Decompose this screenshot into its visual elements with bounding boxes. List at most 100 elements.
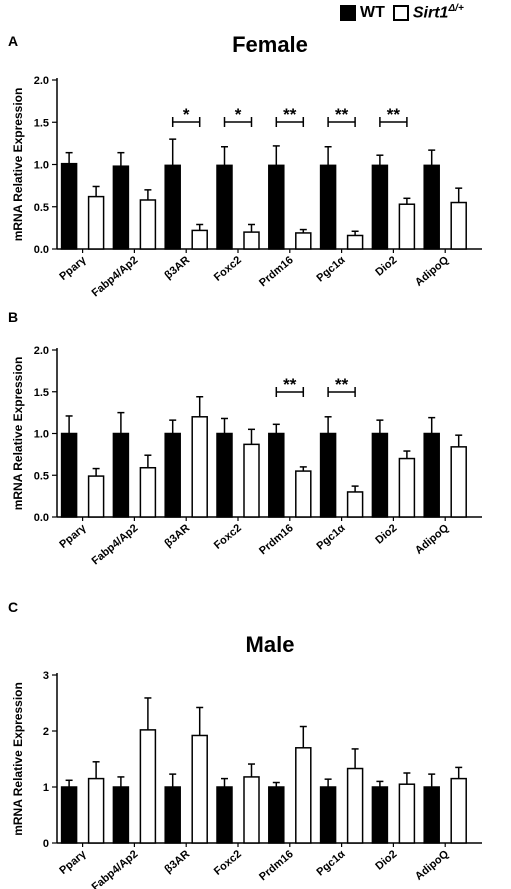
y-tick-label: 2 bbox=[43, 726, 49, 738]
bar-wt bbox=[112, 786, 130, 844]
x-tick-label: Fabp4/Ap2 bbox=[90, 254, 141, 299]
bar-mut bbox=[346, 234, 364, 250]
legend-mut-sup: Δ/+ bbox=[448, 3, 464, 14]
y-tick-label: 1.5 bbox=[34, 387, 49, 399]
legend-mut-swatch bbox=[392, 4, 409, 21]
bar-wt bbox=[319, 786, 337, 844]
bar-mut bbox=[87, 475, 105, 518]
bar-mut bbox=[295, 470, 312, 518]
panel-label: B bbox=[8, 309, 18, 325]
x-tick-label: β3AR bbox=[162, 254, 192, 282]
y-tick-label: 0.5 bbox=[34, 202, 49, 214]
bar-wt bbox=[164, 786, 181, 844]
x-tick-label: Dio2 bbox=[373, 848, 399, 873]
legend-mut-name: Sirt1 bbox=[412, 4, 449, 22]
bar-wt bbox=[60, 162, 78, 250]
bar-wt bbox=[268, 786, 285, 844]
x-tick-label: Pparγ bbox=[57, 254, 89, 283]
significance-label: ** bbox=[283, 375, 297, 394]
bar-mut bbox=[295, 232, 312, 250]
y-tick-label: 0.0 bbox=[34, 512, 49, 524]
y-tick-label: 0.0 bbox=[34, 244, 49, 256]
bar-wt bbox=[268, 432, 285, 518]
x-tick-label: Fabp4/Ap2 bbox=[90, 522, 141, 567]
bar-wt bbox=[216, 432, 233, 518]
legend-wt-swatch bbox=[340, 4, 356, 21]
bar-mut bbox=[398, 783, 416, 844]
bar-wt bbox=[216, 164, 233, 250]
bar-mut bbox=[139, 199, 157, 250]
significance-label: ** bbox=[387, 105, 401, 124]
x-tick-label: Dio2 bbox=[373, 522, 399, 547]
y-axis-label: mRNA Relative Expression bbox=[11, 88, 25, 242]
bar-wt bbox=[216, 786, 233, 844]
x-tick-label: Prdm16 bbox=[257, 522, 296, 557]
bar-mut bbox=[243, 776, 260, 844]
panel-A: A Female mRNA Relative Expression 0.0 0.5 1.0… bbox=[8, 32, 482, 299]
significance-label: ** bbox=[283, 105, 297, 124]
x-tick-label: Foxc2 bbox=[212, 254, 244, 284]
legend-mut-label: Sirt1Δ/+ bbox=[413, 3, 464, 22]
panel-C: C Male mRNA Relative Expression 0 1 2 3 Pparγ Fa… bbox=[8, 599, 482, 889]
x-tick-label: AdipoQ bbox=[413, 254, 451, 289]
x-tick-label: Fabp4/Ap2 bbox=[90, 848, 141, 889]
bar-wt bbox=[319, 432, 337, 518]
bar-mut bbox=[450, 777, 467, 844]
x-tick-label: Prdm16 bbox=[257, 254, 296, 289]
bar-wt bbox=[112, 165, 130, 250]
bar-wt bbox=[268, 164, 285, 250]
y-axis-label: mRNA Relative Expression bbox=[11, 357, 25, 511]
y-tick-label: 2.0 bbox=[34, 345, 49, 357]
chart-title: Male bbox=[246, 632, 295, 657]
bar-mut bbox=[139, 729, 157, 844]
bar-wt bbox=[60, 786, 78, 844]
bar-wt bbox=[319, 164, 337, 250]
bar-wt bbox=[371, 164, 389, 250]
bar-mut bbox=[243, 443, 260, 518]
legend-wt-label: WT bbox=[360, 3, 385, 21]
bar-mut bbox=[139, 466, 157, 518]
bar-mut bbox=[450, 446, 467, 518]
x-tick-label: β3AR bbox=[162, 522, 192, 550]
y-tick-label: 2.0 bbox=[34, 75, 49, 87]
x-tick-label: Pgc1α bbox=[314, 522, 347, 553]
y-axis-label: mRNA Relative Expression bbox=[11, 682, 25, 836]
x-tick-label: β3AR bbox=[162, 848, 192, 876]
y-tick-label: 1.5 bbox=[34, 117, 49, 129]
x-tick-label: Pparγ bbox=[57, 522, 89, 551]
x-tick-label: Pgc1α bbox=[314, 254, 347, 285]
bar-wt bbox=[60, 432, 78, 518]
bar-mut bbox=[450, 201, 467, 250]
bar-mut bbox=[295, 747, 312, 844]
x-tick-label: AdipoQ bbox=[413, 522, 451, 557]
y-tick-label: 0 bbox=[43, 838, 49, 850]
bar-wt bbox=[371, 786, 389, 844]
y-tick-label: 0.5 bbox=[34, 470, 49, 482]
bar-mut bbox=[87, 195, 105, 250]
bar-wt bbox=[423, 786, 440, 844]
bar-mut bbox=[346, 767, 364, 844]
bar-mut bbox=[243, 231, 260, 250]
chart-title: Female bbox=[232, 32, 308, 57]
bar-wt bbox=[164, 164, 181, 250]
significance-label: * bbox=[183, 105, 190, 124]
bar-wt bbox=[112, 432, 130, 518]
bar-mut bbox=[191, 416, 208, 518]
y-tick-label: 3 bbox=[43, 670, 49, 682]
x-tick-label: Foxc2 bbox=[212, 522, 244, 552]
bar-mut bbox=[191, 229, 208, 250]
y-tick-label: 1.0 bbox=[34, 160, 49, 172]
x-tick-label: Pgc1α bbox=[314, 848, 347, 879]
panel-label: C bbox=[8, 599, 18, 615]
significance-label: ** bbox=[335, 105, 349, 124]
bar-mut bbox=[398, 203, 416, 250]
x-tick-label: Pparγ bbox=[57, 848, 89, 877]
bar-mut bbox=[398, 457, 416, 518]
y-tick-label: 1 bbox=[43, 782, 49, 794]
significance-label: ** bbox=[335, 375, 349, 394]
bar-wt bbox=[164, 432, 181, 518]
x-tick-label: Foxc2 bbox=[212, 848, 244, 878]
x-tick-label: Dio2 bbox=[373, 254, 399, 279]
